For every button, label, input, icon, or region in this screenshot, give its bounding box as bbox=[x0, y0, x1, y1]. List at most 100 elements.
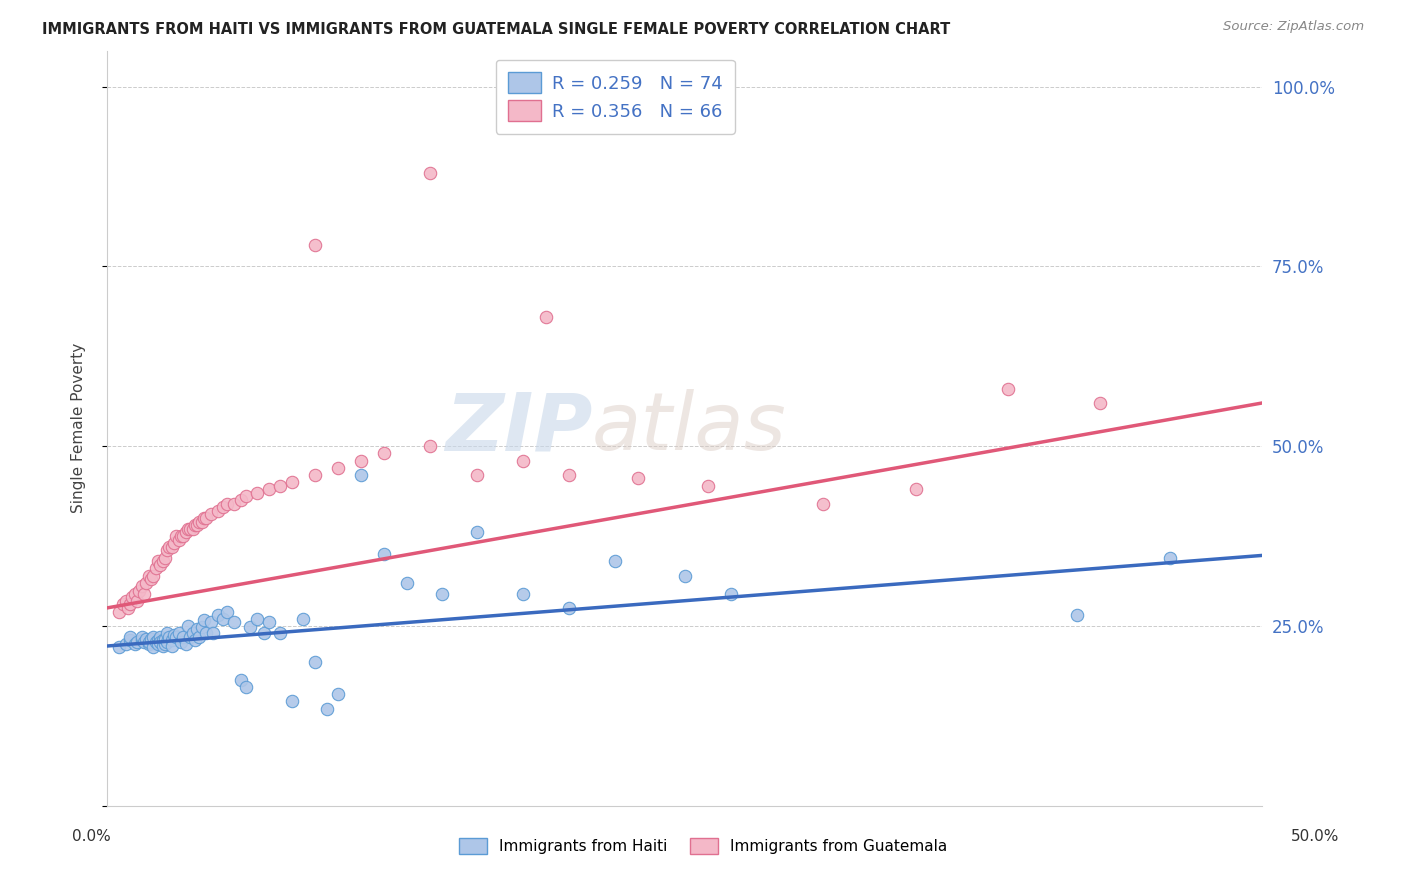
Point bbox=[131, 579, 153, 593]
Point bbox=[512, 453, 534, 467]
Point bbox=[224, 497, 246, 511]
Point bbox=[117, 601, 139, 615]
Point bbox=[179, 522, 201, 536]
Point bbox=[114, 593, 136, 607]
Point bbox=[120, 597, 142, 611]
Point bbox=[257, 483, 280, 497]
Point bbox=[315, 701, 337, 715]
Point bbox=[153, 550, 176, 565]
Point bbox=[163, 536, 186, 550]
Point bbox=[326, 687, 349, 701]
Point bbox=[181, 522, 204, 536]
Y-axis label: Single Female Poverty: Single Female Poverty bbox=[72, 343, 86, 513]
Point bbox=[146, 637, 169, 651]
Point bbox=[207, 608, 229, 623]
Point bbox=[146, 554, 169, 568]
Point bbox=[211, 500, 233, 515]
Point bbox=[1066, 608, 1088, 623]
Point bbox=[1090, 396, 1112, 410]
Point bbox=[145, 634, 167, 648]
Point bbox=[191, 620, 214, 634]
Point bbox=[165, 529, 187, 543]
Point bbox=[127, 593, 149, 607]
Point bbox=[211, 612, 233, 626]
Point bbox=[235, 680, 257, 694]
Point bbox=[132, 586, 155, 600]
Point bbox=[904, 483, 927, 497]
Point bbox=[142, 630, 165, 644]
Point bbox=[135, 632, 157, 646]
Point bbox=[673, 568, 696, 582]
Point bbox=[627, 471, 650, 485]
Point bbox=[281, 475, 304, 489]
Point bbox=[184, 518, 207, 533]
Point bbox=[202, 626, 225, 640]
Point bbox=[172, 529, 194, 543]
Point bbox=[253, 626, 276, 640]
Point bbox=[127, 634, 149, 648]
Point bbox=[217, 605, 239, 619]
Point bbox=[174, 525, 197, 540]
Point bbox=[396, 575, 419, 590]
Legend: Immigrants from Haiti, Immigrants from Guatemala: Immigrants from Haiti, Immigrants from G… bbox=[451, 830, 955, 862]
Point bbox=[145, 561, 167, 575]
Point bbox=[152, 554, 174, 568]
Point bbox=[138, 568, 160, 582]
Point bbox=[304, 655, 326, 669]
Point bbox=[200, 615, 222, 630]
Point bbox=[160, 639, 183, 653]
Point bbox=[156, 626, 179, 640]
Text: 50.0%: 50.0% bbox=[1291, 830, 1339, 844]
Point bbox=[217, 497, 239, 511]
Point bbox=[281, 694, 304, 708]
Point bbox=[167, 626, 190, 640]
Point bbox=[195, 511, 218, 525]
Point bbox=[605, 554, 627, 568]
Point bbox=[200, 508, 222, 522]
Point bbox=[184, 633, 207, 648]
Point bbox=[107, 605, 129, 619]
Point bbox=[132, 634, 155, 648]
Point bbox=[534, 310, 557, 324]
Point bbox=[146, 633, 169, 648]
Point bbox=[181, 626, 204, 640]
Point bbox=[149, 630, 172, 644]
Point bbox=[193, 511, 215, 525]
Point bbox=[138, 637, 160, 651]
Point bbox=[112, 597, 135, 611]
Point bbox=[142, 568, 165, 582]
Point bbox=[269, 626, 291, 640]
Point bbox=[120, 633, 142, 648]
Point bbox=[170, 634, 193, 648]
Text: IMMIGRANTS FROM HAITI VS IMMIGRANTS FROM GUATEMALA SINGLE FEMALE POVERTY CORRELA: IMMIGRANTS FROM HAITI VS IMMIGRANTS FROM… bbox=[42, 22, 950, 37]
Point bbox=[193, 613, 215, 627]
Point bbox=[430, 586, 453, 600]
Point bbox=[997, 382, 1019, 396]
Point bbox=[159, 540, 181, 554]
Point bbox=[167, 533, 190, 547]
Point bbox=[558, 467, 581, 482]
Point bbox=[156, 543, 179, 558]
Point bbox=[512, 586, 534, 600]
Point bbox=[696, 478, 718, 492]
Point bbox=[188, 515, 211, 529]
Point bbox=[174, 637, 197, 651]
Point bbox=[153, 637, 176, 651]
Point bbox=[124, 637, 146, 651]
Point bbox=[304, 467, 326, 482]
Point bbox=[257, 615, 280, 630]
Text: atlas: atlas bbox=[592, 389, 787, 467]
Point bbox=[373, 446, 395, 460]
Point bbox=[465, 467, 488, 482]
Point bbox=[235, 490, 257, 504]
Point bbox=[191, 515, 214, 529]
Point bbox=[229, 493, 252, 508]
Point bbox=[142, 640, 165, 655]
Point bbox=[304, 237, 326, 252]
Point bbox=[326, 460, 349, 475]
Point bbox=[131, 630, 153, 644]
Point bbox=[350, 453, 373, 467]
Point bbox=[373, 547, 395, 561]
Text: Source: ZipAtlas.com: Source: ZipAtlas.com bbox=[1223, 20, 1364, 33]
Point bbox=[120, 630, 142, 644]
